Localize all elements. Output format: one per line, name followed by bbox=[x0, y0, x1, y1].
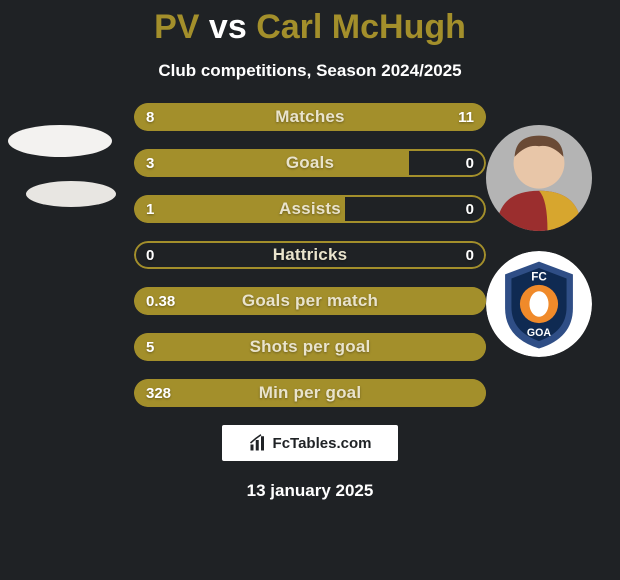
title-player-b: Carl McHugh bbox=[256, 8, 466, 46]
svg-text:GOA: GOA bbox=[527, 327, 551, 339]
stat-value-left: 328 bbox=[146, 379, 171, 407]
content-area: FC GOA Matches811Goals30Assists10Hattric… bbox=[0, 103, 620, 501]
stat-row: Hattricks0 0 bbox=[134, 241, 486, 269]
stat-value-left: 0 bbox=[146, 241, 154, 269]
title-player-a: PV bbox=[154, 8, 199, 46]
stat-row: Assists1 0 bbox=[134, 195, 486, 223]
stats-bars: Matches811Goals30Assists10Hattricks00Goa… bbox=[134, 103, 486, 407]
stat-label: Assists bbox=[134, 195, 486, 223]
page-title: PV vs Carl McHugh bbox=[0, 0, 620, 47]
stat-row: Matches8 11 bbox=[134, 103, 486, 131]
stat-value-right: 0 bbox=[466, 241, 474, 269]
stat-label: Matches bbox=[134, 103, 486, 131]
stat-label: Min per goal bbox=[134, 379, 486, 407]
decor-oval-2 bbox=[26, 181, 116, 207]
stat-label: Goals per match bbox=[134, 287, 486, 315]
svg-text:FC: FC bbox=[531, 271, 547, 284]
stat-value-left: 8 bbox=[146, 103, 154, 131]
date-text: 13 january 2025 bbox=[10, 481, 610, 501]
club-badge: FC GOA bbox=[486, 251, 592, 357]
stat-row: Shots per goal5 bbox=[134, 333, 486, 361]
bars-icon bbox=[249, 434, 267, 452]
club-badge-graphic: FC GOA bbox=[486, 251, 592, 357]
stat-row: Min per goal328 bbox=[134, 379, 486, 407]
stat-value-right: 11 bbox=[458, 103, 474, 131]
player-avatar-graphic bbox=[486, 125, 592, 231]
stat-label: Shots per goal bbox=[134, 333, 486, 361]
stat-value-left: 1 bbox=[146, 195, 154, 223]
fctables-badge: FcTables.com bbox=[222, 425, 398, 461]
stat-row: Goals per match0.38 bbox=[134, 287, 486, 315]
player-avatar bbox=[486, 125, 592, 231]
stat-label: Goals bbox=[134, 149, 486, 177]
stat-value-right: 0 bbox=[466, 149, 474, 177]
title-vs: vs bbox=[209, 8, 247, 46]
decor-oval-1 bbox=[8, 125, 112, 157]
stat-value-left: 3 bbox=[146, 149, 154, 177]
stat-label: Hattricks bbox=[134, 241, 486, 269]
stat-value-right: 0 bbox=[466, 195, 474, 223]
stat-value-left: 0.38 bbox=[146, 287, 175, 315]
stat-row: Goals3 0 bbox=[134, 149, 486, 177]
fctables-text: FcTables.com bbox=[273, 435, 372, 452]
subtitle: Club competitions, Season 2024/2025 bbox=[0, 61, 620, 81]
stat-value-left: 5 bbox=[146, 333, 154, 361]
